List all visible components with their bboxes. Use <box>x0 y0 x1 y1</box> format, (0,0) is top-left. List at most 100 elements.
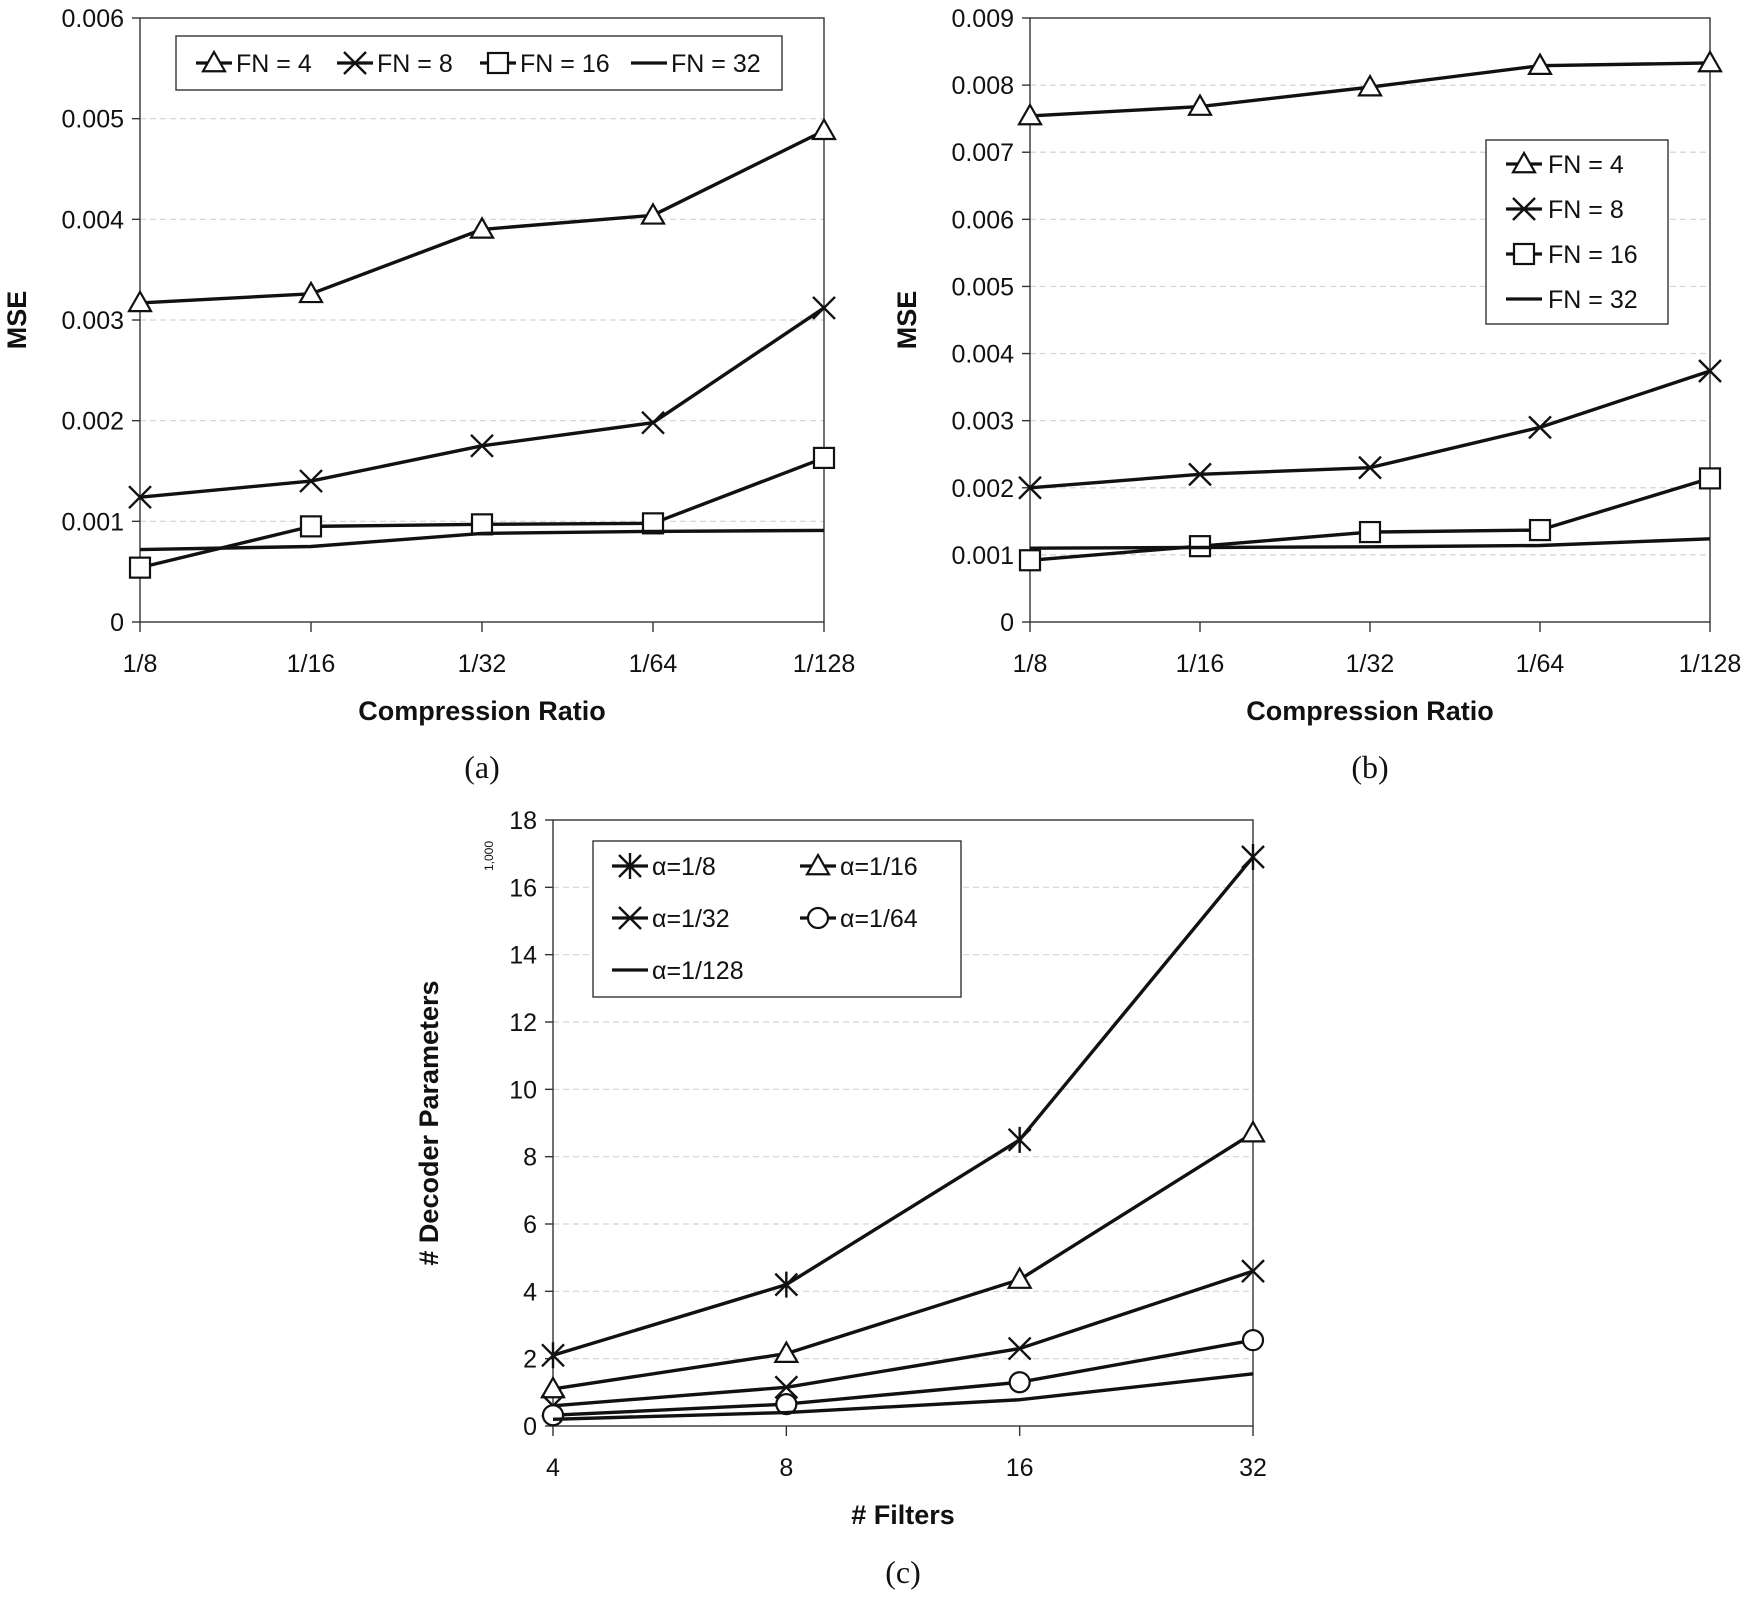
y-tick-label: 0.006 <box>61 5 124 33</box>
data-point <box>1357 73 1383 97</box>
legend-marker <box>805 852 831 876</box>
legend-label: FN = 4 <box>236 50 312 78</box>
y-tick-label: 8 <box>523 1144 537 1172</box>
data-point <box>1241 1259 1265 1283</box>
data-point <box>1527 52 1553 75</box>
data-point <box>812 446 836 470</box>
data-point <box>541 1404 565 1427</box>
y-tick-label: 6 <box>523 1211 537 1239</box>
series-line-1 <box>552 1131 1254 1391</box>
data-point <box>298 280 324 304</box>
chart-a: 0 0.001 0.002 0.003 0.004 0.005 0.006 1/8 1/16 1/… <box>2 5 855 785</box>
legend-marker <box>343 51 367 75</box>
data-point <box>1528 518 1552 542</box>
chart-c: 0 2 4 6 8 10 12 14 16 18 4 8 16 32 # Filters # Decoder … <box>414 807 1267 1590</box>
x-tick-label: 16 <box>1006 1454 1034 1482</box>
y-tick-label: 0 <box>1000 609 1014 637</box>
legend-label: FN = 32 <box>1548 286 1638 314</box>
data-point <box>1697 49 1723 73</box>
x-tick-label: 1/128 <box>793 650 856 678</box>
y-tick-label: 0.005 <box>951 273 1014 301</box>
legend-marker <box>1512 197 1536 221</box>
legend-label: α=1/8 <box>652 853 716 881</box>
y-tick-label: 0.006 <box>951 206 1014 234</box>
y-tick-label: 0.005 <box>61 106 124 134</box>
x-tick-label: 1/16 <box>1176 650 1225 678</box>
y-tick-label: 0.001 <box>951 542 1014 570</box>
legend-label: α=1/16 <box>840 853 918 881</box>
y-tick-label: 0.002 <box>61 408 124 436</box>
chart-b: 0 0.001 0.002 0.003 0.004 0.005 0.006 0.007 0.00… <box>892 5 1741 785</box>
data-point <box>1188 462 1212 487</box>
x-axis-title: Compression Ratio <box>1246 696 1494 726</box>
series-line-2 <box>139 456 825 570</box>
data-point <box>1241 844 1265 871</box>
legend-label: FN = 16 <box>1548 241 1638 269</box>
y-axis-title: MSE <box>892 291 922 350</box>
figure-caption: (c) <box>885 1554 921 1590</box>
y-tick-label: 14 <box>509 942 537 970</box>
data-point <box>1018 475 1042 500</box>
series-line-1 <box>1029 369 1711 490</box>
y-tick-label: 0.001 <box>61 508 124 536</box>
data-point <box>1698 467 1722 490</box>
y-tick-label: 0.007 <box>951 139 1014 167</box>
data-point <box>1240 1119 1266 1143</box>
series-line-0 <box>552 855 1255 1357</box>
data-point <box>774 1271 799 1298</box>
legend-marker <box>201 49 227 73</box>
series-line-4 <box>552 1372 1254 1421</box>
data-point <box>774 1375 799 1400</box>
legend-label: FN = 16 <box>520 50 610 78</box>
legend-label: α=1/128 <box>652 957 744 985</box>
figure-caption: (b) <box>1351 749 1388 785</box>
x-axis-title: Compression Ratio <box>358 696 606 726</box>
data-point <box>812 296 836 320</box>
data-point <box>1358 520 1382 544</box>
data-point <box>1358 455 1382 480</box>
y-tick-label: 0.004 <box>951 341 1014 369</box>
legend-marker <box>1511 150 1537 174</box>
y-tick-label: 0.004 <box>61 206 124 234</box>
legend-box <box>592 840 962 998</box>
data-point <box>1528 415 1552 440</box>
data-point <box>470 433 494 458</box>
legend-label: α=1/32 <box>652 905 730 933</box>
legend-label: FN = 4 <box>1548 151 1624 179</box>
y-tick-label: 2 <box>523 1346 537 1374</box>
data-point <box>128 485 152 510</box>
legend-marker <box>1512 242 1536 266</box>
y-tick-label: 10 <box>509 1076 537 1104</box>
x-tick-label: 1/32 <box>458 650 507 678</box>
x-tick-label: 1/64 <box>629 650 678 678</box>
data-point <box>470 513 494 536</box>
y-tick-label: 0.009 <box>951 5 1014 33</box>
data-point <box>540 1375 566 1399</box>
data-point <box>640 202 666 225</box>
x-axis-title: # Filters <box>851 1500 955 1530</box>
figure-caption: (a) <box>464 749 500 785</box>
x-tick-label: 4 <box>546 1454 560 1482</box>
data-point <box>299 515 323 538</box>
legend-marker <box>806 906 830 930</box>
y-tick-label: 18 <box>509 807 537 835</box>
x-tick-label: 1/32 <box>1346 650 1395 678</box>
data-point <box>541 1342 565 1369</box>
x-tick-label: 1/16 <box>287 650 336 678</box>
series-line-3 <box>139 528 825 552</box>
series-line-3 <box>552 1338 1254 1417</box>
y-tick-label: 12 <box>509 1009 537 1037</box>
x-tick-label: 1/8 <box>123 650 158 678</box>
y-tick-label: 0 <box>110 609 124 637</box>
data-point <box>128 556 152 579</box>
data-point <box>811 117 837 141</box>
y-tick-label: 0.003 <box>61 307 124 335</box>
legend-label: α=1/64 <box>840 905 918 933</box>
legend-marker <box>618 906 642 930</box>
y-axis-unit: 1,000 <box>482 841 496 871</box>
y-tick-label: 4 <box>523 1278 537 1306</box>
legend-label: FN = 8 <box>1548 196 1624 224</box>
legend-marker <box>618 853 642 879</box>
x-tick-label: 1/128 <box>1679 650 1742 678</box>
legend-marker <box>486 51 510 75</box>
